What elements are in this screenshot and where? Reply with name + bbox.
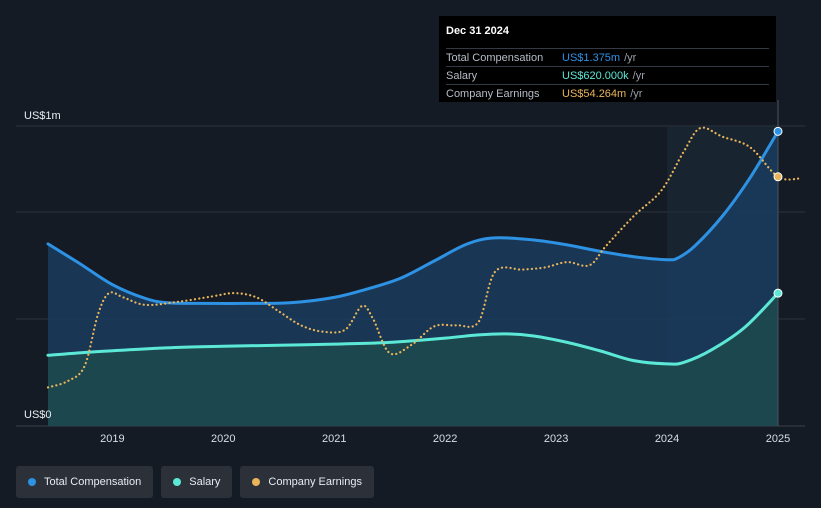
legend-item-salary[interactable]: Salary xyxy=(161,466,233,498)
tooltip-value: US$54.264m xyxy=(562,87,627,100)
tooltip-label: Total Compensation xyxy=(446,51,544,64)
legend-label: Company Earnings xyxy=(268,476,362,488)
tooltip-value: US$620.000k xyxy=(562,69,629,82)
legend-dot-icon xyxy=(252,478,261,486)
tooltip-unit: /yr xyxy=(632,69,645,82)
tooltip-label: Company Earnings xyxy=(446,87,540,100)
end-marker-company-earnings xyxy=(773,172,783,182)
x-tick-label: 2022 xyxy=(433,433,457,445)
x-tick-label: 2023 xyxy=(544,433,568,445)
legend-item-company-earnings[interactable]: Company Earnings xyxy=(240,466,374,498)
legend-item-total-compensation[interactable]: Total Compensation xyxy=(16,466,154,498)
legend-dot-icon xyxy=(173,478,182,486)
end-marker-salary xyxy=(773,288,783,298)
tooltip-unit: /yr xyxy=(630,87,643,100)
legend-label: Salary xyxy=(189,476,221,488)
tooltip-row-company-earnings: Company Earnings US$54.264m /yr xyxy=(446,84,769,102)
x-tick-label: 2019 xyxy=(100,433,124,445)
x-tick-label: 2024 xyxy=(655,433,679,445)
chart-tooltip: Dec 31 2024 Total Compensation US$1.375m… xyxy=(439,16,776,102)
x-tick-label: 2025 xyxy=(766,433,790,445)
chart-legend: Total Compensation Salary Company Earnin… xyxy=(16,466,374,498)
tooltip-unit: /yr xyxy=(624,51,637,64)
line-salary xyxy=(46,291,780,366)
tooltip-row-salary: Salary US$620.000k /yr xyxy=(446,66,769,84)
tooltip-date: Dec 31 2024 xyxy=(446,25,509,37)
tooltip-label: Salary xyxy=(446,69,478,82)
tooltip-row-total-compensation: Total Compensation US$1.375m /yr xyxy=(446,48,769,66)
x-tick-label: 2021 xyxy=(322,433,346,445)
x-tick-label: 2020 xyxy=(211,433,235,445)
end-marker-total-compensation xyxy=(773,126,783,136)
y-axis-min-label: US$0 xyxy=(24,409,52,421)
legend-label: Total Compensation xyxy=(44,476,142,488)
line-company-earnings xyxy=(46,126,802,389)
legend-dot-icon xyxy=(28,478,36,486)
area-salary xyxy=(48,293,778,426)
tooltip-value: US$1.375m xyxy=(562,51,621,64)
y-axis-max-label: US$1m xyxy=(24,110,61,122)
